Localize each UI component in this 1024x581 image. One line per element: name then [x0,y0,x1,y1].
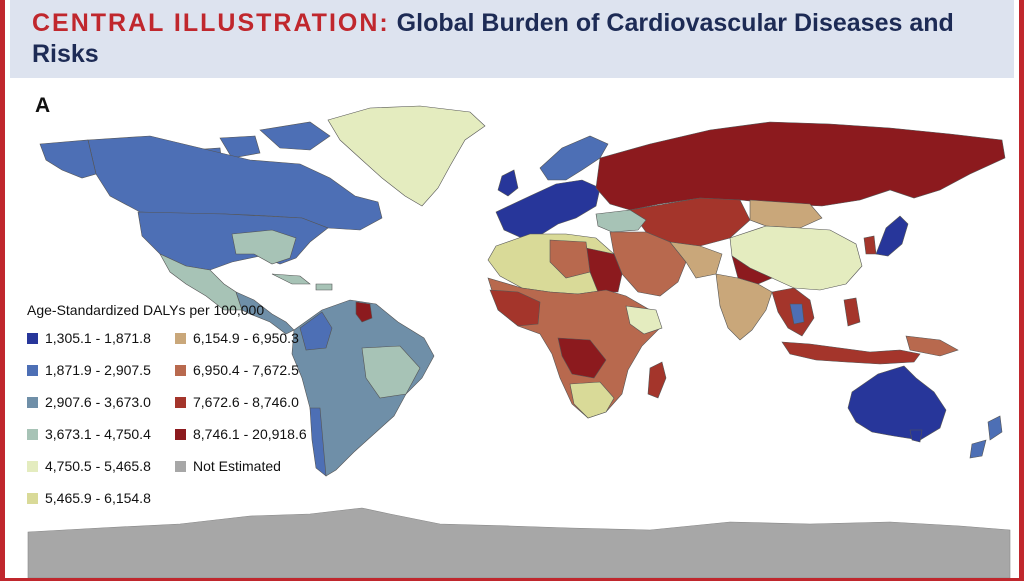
legend-swatch [175,396,186,408]
region-caribbean [271,273,333,291]
legend-swatch [27,396,38,408]
legend-title: Age-Standardized DALYs per 100,000 [27,302,265,318]
legend-label: 3,673.1 - 4,750.4 [45,426,151,442]
legend-label: 7,672.6 - 8,746.0 [193,394,299,410]
legend-swatch [27,364,38,376]
region-india [715,273,773,341]
legend-swatch [27,460,38,472]
legend-label: 2,907.6 - 3,673.0 [45,394,151,410]
legend-item: 6,950.4 - 7,672.5 [175,362,325,378]
region-australia [847,365,947,441]
region-new-zealand [969,415,1003,459]
region-us-southeast [231,229,297,265]
legend-item: 1,871.9 - 2,907.5 [27,362,175,378]
legend-swatch [175,364,186,376]
region-korea [863,235,877,255]
legend-label: 5,465.9 - 6,154.8 [45,490,151,506]
region-madagascar [647,361,667,399]
legend-swatch [175,332,186,344]
region-brazil-east [361,345,421,399]
figure-title: Global Burden of Cardiovascular Diseases… [32,9,954,68]
legend-item: 4,750.5 - 5,465.8 [27,458,175,474]
region-west-africa [489,289,541,327]
legend-grid: 1,305.1 - 1,871.8 1,871.9 - 2,907.5 2,90… [27,330,327,506]
region-russia [595,121,1006,211]
legend-label: 8,746.1 - 20,918.6 [193,426,307,442]
region-tibet [731,255,773,285]
region-libya [549,239,591,279]
illustration-tag: CENTRAL ILLUSTRATION: [32,9,390,37]
legend-swatch [175,428,186,440]
region-chile [309,407,327,477]
map-legend: Age-Standardized DALYs per 100,000 1,305… [27,302,327,506]
legend-item: Not Estimated [175,458,325,474]
region-southern-africa [569,381,615,419]
legend-item: 8,746.1 - 20,918.6 [175,426,325,442]
region-philippines [843,297,861,327]
legend-item: 2,907.6 - 3,673.0 [27,394,175,410]
panel-label: A [35,94,51,117]
world-choropleth-map [27,105,1011,578]
region-antarctica [27,507,1011,578]
legend-label: 1,305.1 - 1,871.8 [45,330,151,346]
region-greenland [327,105,486,207]
legend-swatch [175,460,186,472]
legend-swatch [27,332,38,344]
legend-label: 6,154.9 - 6,950.3 [193,330,299,346]
region-tasmania [909,429,923,443]
region-western-europe [495,179,601,239]
region-indonesia [781,341,921,365]
region-new-guinea [905,335,959,357]
legend-item: 5,465.9 - 6,154.8 [27,490,175,506]
legend-label: 4,750.5 - 5,465.8 [45,458,151,474]
region-uk [497,169,519,197]
legend-label: Not Estimated [193,458,281,474]
legend-item: 3,673.1 - 4,750.4 [27,426,175,442]
region-venezuela [355,301,373,323]
legend-item: 7,672.6 - 8,746.0 [175,394,325,410]
legend-label: 1,871.9 - 2,907.5 [45,362,151,378]
region-colombia [299,311,333,351]
legend-swatch [27,492,38,504]
region-horn-of-africa [625,305,663,335]
legend-label: 6,950.4 - 7,672.5 [193,362,299,378]
region-central-america [235,291,295,335]
legend-item: 1,305.1 - 1,871.8 [27,330,175,346]
region-thailand [789,303,805,325]
legend-swatch [27,428,38,440]
region-alaska [39,139,97,179]
legend-item: 6,154.9 - 6,950.3 [175,330,325,346]
figure-header: CENTRAL ILLUSTRATION: Global Burden of C… [10,0,1014,78]
region-japan [875,215,909,257]
region-turkey [595,209,647,233]
region-central-africa [557,337,607,379]
